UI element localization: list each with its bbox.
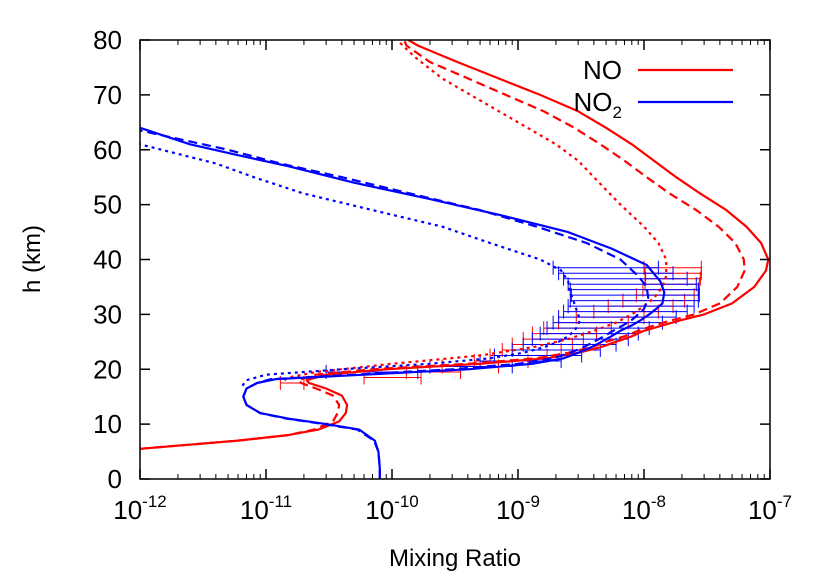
y-tick-label: 40 — [93, 245, 122, 275]
series-line-1 — [140, 40, 746, 450]
x-tick-label: 10-10 — [365, 492, 419, 525]
y-tick-label: 80 — [93, 25, 122, 55]
error-bar — [563, 271, 688, 286]
x-tick-label: 10-7 — [748, 492, 792, 525]
y-tick-label: 0 — [108, 464, 122, 494]
error-bar — [552, 260, 659, 275]
error-bar — [567, 299, 695, 314]
series-line-5 — [140, 143, 581, 387]
y-tick-label: 50 — [93, 190, 122, 220]
y-tick-label: 30 — [93, 299, 122, 329]
series-line-0 — [140, 40, 770, 450]
x-tick-label: 10-12 — [113, 492, 167, 525]
y-tick-label: 10 — [93, 409, 122, 439]
series-lines — [140, 40, 770, 479]
y-tick-labels: 0 10 20 30 40 50 60 70 80 — [93, 25, 122, 494]
x-tick-label: 10-9 — [496, 492, 540, 525]
legend-entry: NO2 — [574, 87, 733, 122]
minor-ticks — [177, 40, 765, 479]
y-tick-label: 20 — [93, 354, 122, 384]
error-bar — [567, 277, 697, 292]
x-tick-label: 10-11 — [240, 492, 292, 525]
y-tick-label: 70 — [93, 80, 122, 110]
legend-label: NO2 — [574, 87, 622, 122]
x-tick-labels: 10-12 10-11 10-10 10-9 10-8 10-7 — [113, 492, 792, 525]
major-ticks — [139, 39, 771, 480]
y-axis-title: h (km) — [19, 225, 46, 293]
series-line-3 — [140, 126, 666, 479]
x-axis-title: Mixing Ratio — [389, 545, 521, 572]
y-tick-label: 60 — [93, 135, 122, 165]
plot-background — [140, 40, 770, 479]
legend-label: NO — [583, 55, 622, 85]
legend-entry: NO — [583, 55, 733, 85]
series-line-4 — [140, 129, 650, 479]
x-tick-label: 10-8 — [622, 492, 666, 525]
